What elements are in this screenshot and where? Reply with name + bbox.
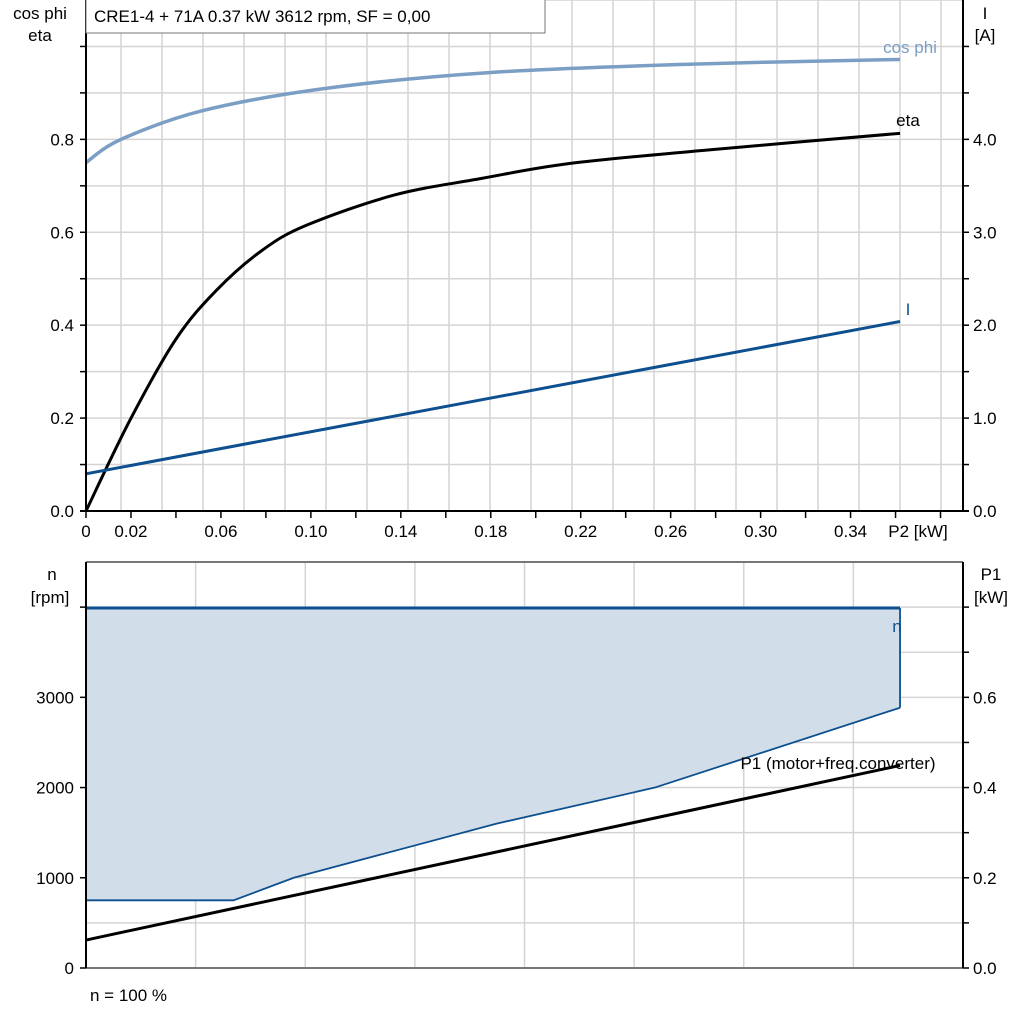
n-min-line <box>86 706 901 902</box>
series-label-n: n <box>892 617 901 636</box>
x-tick-label: 0.34 <box>834 522 867 541</box>
x-tick-label: 0.10 <box>294 522 327 541</box>
y-left-tick-label: 0.2 <box>50 409 74 428</box>
tick-labels: 0 0.02 0.06 0.10 0.14 0.18 0.22 0.26 0.30 0.34 0.0… <box>36 130 996 978</box>
n-tick-label: 2000 <box>36 779 74 798</box>
y-left-tick-label: 0.0 <box>50 502 74 521</box>
top-right-axis-label-2: [A] <box>975 26 996 45</box>
p1-tick-label: 0.6 <box>973 688 997 707</box>
series-line-p1 <box>85 763 901 942</box>
bottom-left-axis-label-1: n <box>47 565 56 584</box>
chart-title: CRE1-4 + 71A 0.37 kW 3612 rpm, SF = 0,00 <box>94 7 430 26</box>
x-tick-label: 0.22 <box>564 522 597 541</box>
n-tick-label: 0 <box>65 959 74 978</box>
p1-tick-label: 0.0 <box>973 959 997 978</box>
top-right-axis-label-1: I <box>983 4 988 23</box>
x-tick-label: 0.02 <box>114 522 147 541</box>
series-label-eta: eta <box>896 111 920 130</box>
series-label-cos-phi: cos phi <box>883 38 937 57</box>
speed-note: n = 100 % <box>90 986 167 1005</box>
p1-tick-label: 0.2 <box>973 869 997 888</box>
y-right-tick-label: 4.0 <box>973 130 997 149</box>
x-tick-label: 0.18 <box>474 522 507 541</box>
y-left-tick-label: 0.8 <box>50 130 74 149</box>
bottom-plot-marks <box>85 606 901 942</box>
bottom-right-axis-label-2: [kW] <box>974 588 1008 607</box>
x-axis-label: P2 [kW] <box>888 522 948 541</box>
p1-tick-label: 0.4 <box>973 779 997 798</box>
y-right-tick-label: 1.0 <box>973 409 997 428</box>
x-tick-label: 0.30 <box>744 522 777 541</box>
x-tick-label: 0 <box>81 522 90 541</box>
y-right-tick-label: 0.0 <box>973 502 997 521</box>
top-plot-marks <box>84 57 901 512</box>
y-right-tick-label: 2.0 <box>973 316 997 335</box>
x-tick-label: 0.26 <box>654 522 687 541</box>
x-tick-label: 0.06 <box>204 522 237 541</box>
axes <box>80 0 969 969</box>
series-line-eta <box>84 131 901 512</box>
y-left-tick-label: 0.4 <box>50 316 74 335</box>
x-tick-label: 0.14 <box>384 522 417 541</box>
y-right-tick-label: 3.0 <box>973 223 997 242</box>
y-left-tick-label: 0.6 <box>50 223 74 242</box>
n-operating-area <box>86 608 901 901</box>
title-box <box>85 0 546 34</box>
series-label-p1: P1 (motor+freq.converter) <box>740 754 935 773</box>
bottom-right-axis-label-1: P1 <box>981 565 1002 584</box>
top-left-axis-label-2: eta <box>28 26 52 45</box>
top-grid <box>86 0 963 511</box>
bottom-left-axis-label-2: [rpm] <box>31 588 70 607</box>
series-line-cos-phi <box>84 57 901 165</box>
top-left-axis-label-1: cos phi <box>13 4 67 23</box>
n-tick-label: 3000 <box>36 688 74 707</box>
n-tick-label: 1000 <box>36 869 74 888</box>
series-line-i <box>85 319 901 476</box>
series-label-i: I <box>906 300 911 319</box>
